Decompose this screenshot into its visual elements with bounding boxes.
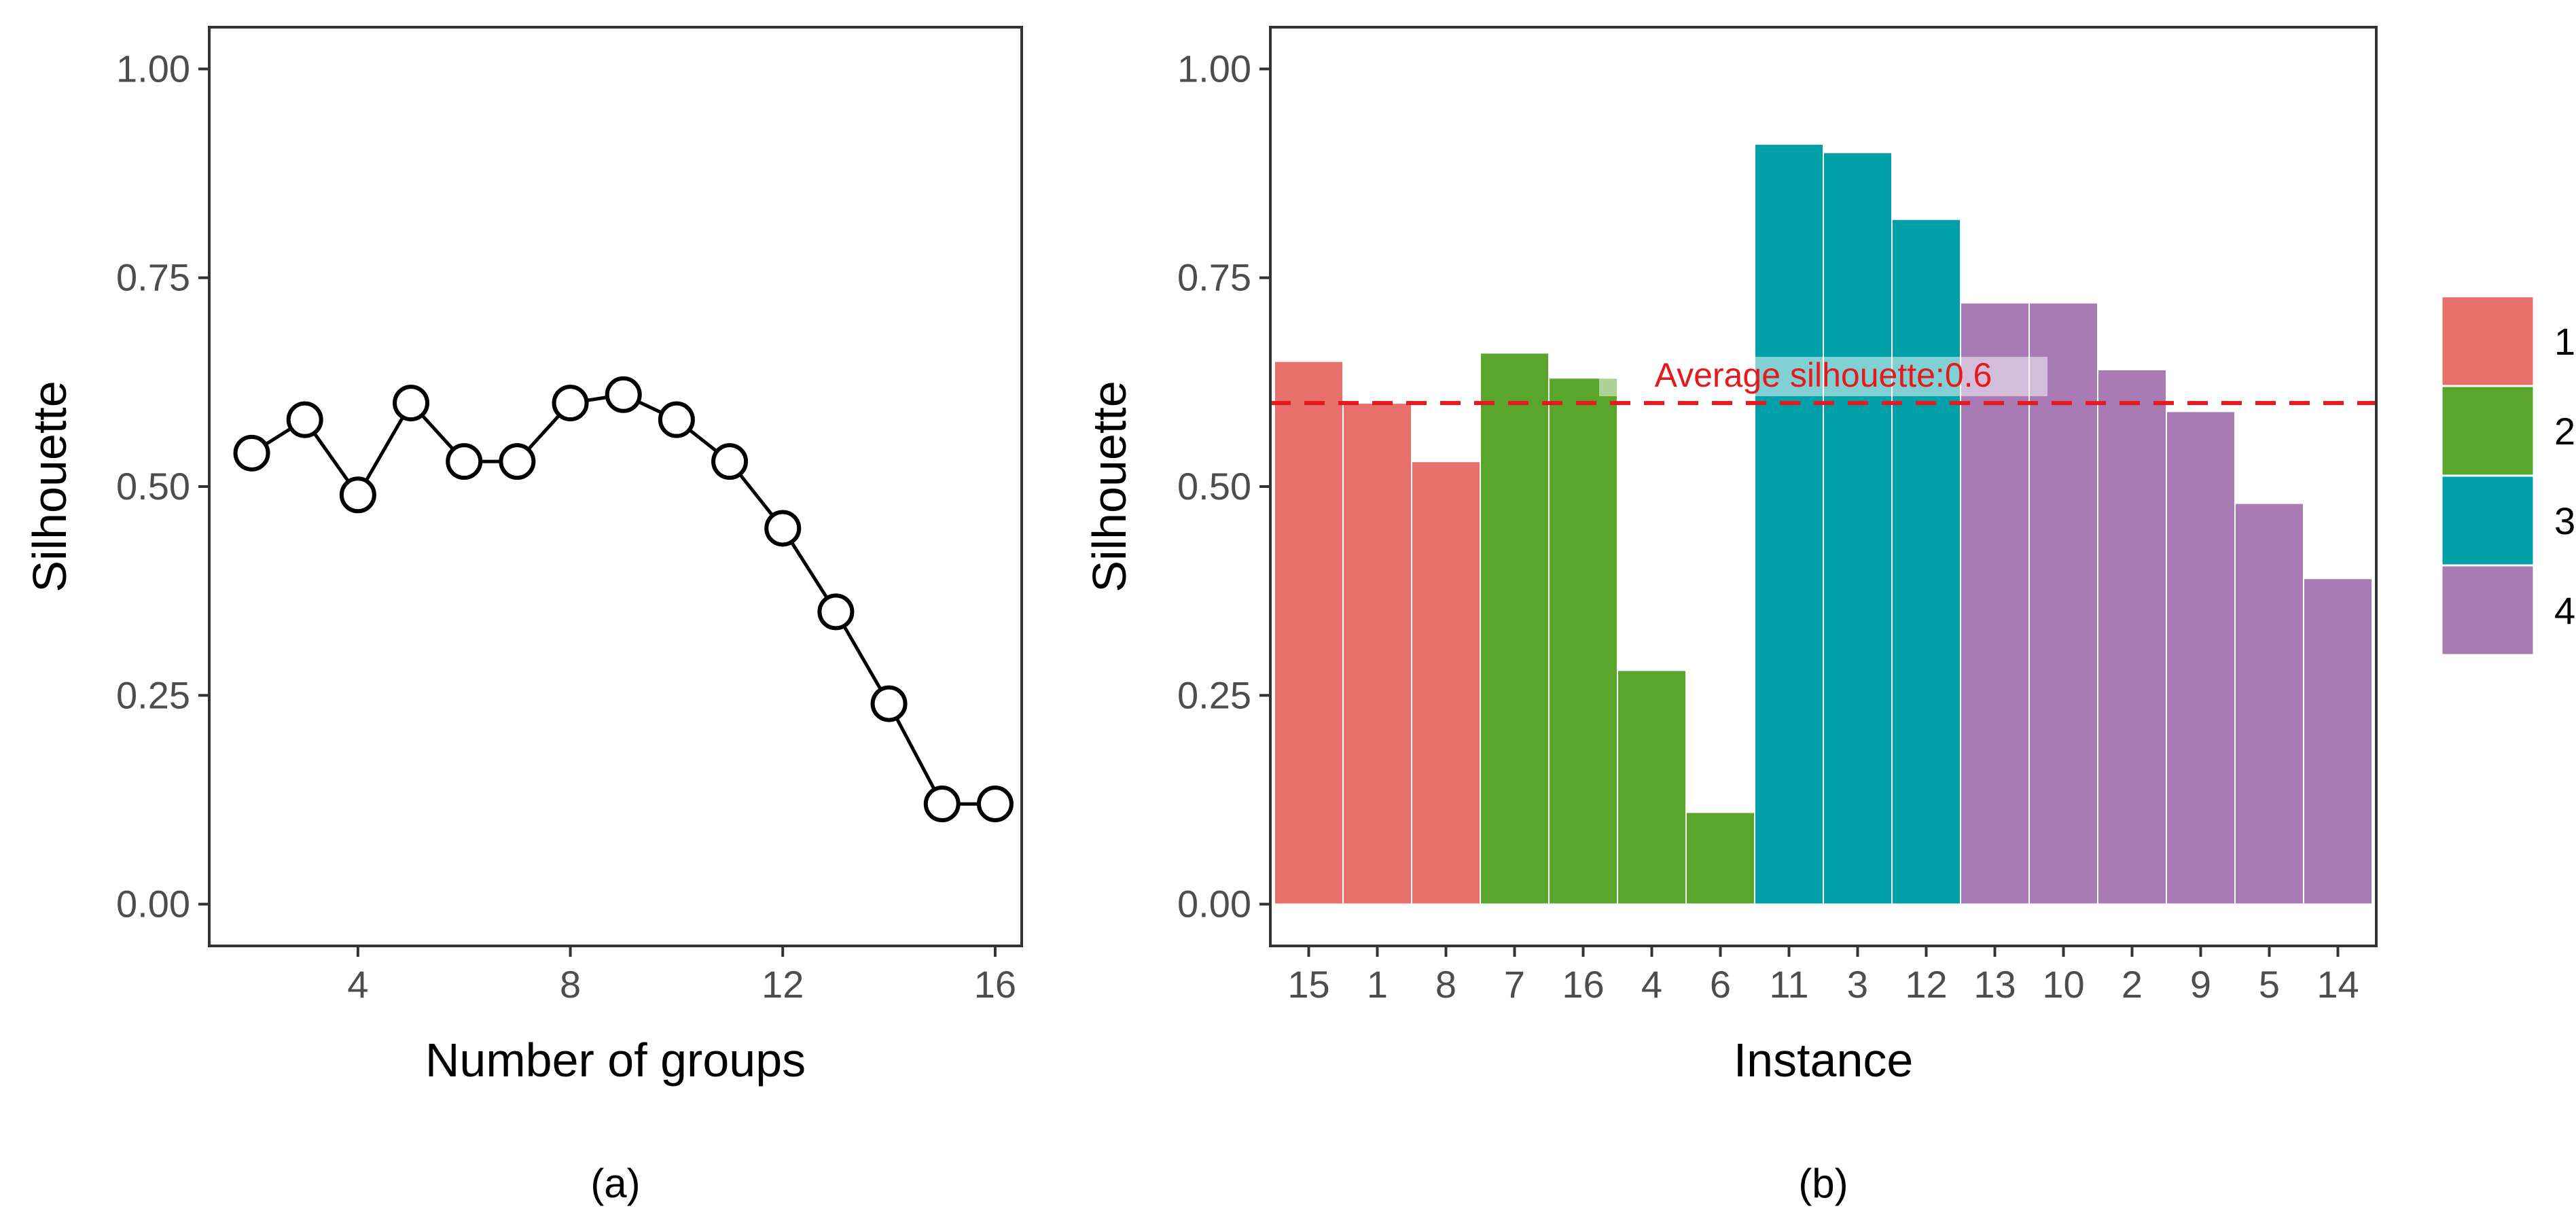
- panel-a-point: [764, 510, 802, 547]
- panel-b-x-tick-label: 5: [2259, 963, 2280, 1006]
- panel-a-points: [233, 376, 1014, 823]
- legend-label: 3: [2554, 499, 2575, 542]
- panel-b-legend: 1 2 3 4: [2440, 295, 2575, 656]
- legend-swatch: [2440, 474, 2535, 567]
- panel-b-bar: [1274, 360, 1344, 905]
- panel-a-x-title: Number of groups: [425, 1034, 806, 1087]
- panel-a-y-tick-label: 1.00: [116, 47, 190, 90]
- legend-swatch: [2440, 564, 2535, 656]
- panel-a-point: [393, 385, 430, 422]
- panel-b-bar: [1617, 669, 1687, 905]
- panel-a-x-tick-label: 12: [762, 963, 804, 1006]
- panel-b-y-tick-label: 0.25: [1177, 673, 1251, 716]
- panel-a-point: [658, 401, 695, 438]
- panel-a-y-tick-label: 0.50: [116, 465, 190, 508]
- panel-a-y-tick-label: 0.25: [116, 673, 190, 716]
- panel-b-x-tick-label: 14: [2316, 963, 2359, 1006]
- panel-b-bar: [1685, 811, 1755, 905]
- panel-b-x-tick-label: 1: [1367, 963, 1388, 1006]
- panel-b-x-axis: 15 1 8 7 16 4 6 11 3 12 13 10 2 9 5 14: [1287, 946, 2359, 1006]
- panel-b-x-title: Instance: [1734, 1034, 1914, 1087]
- panel-a-point: [817, 593, 855, 631]
- panel-a-point: [923, 786, 961, 823]
- panel-b-bar: [2166, 410, 2236, 905]
- panel-b-x-tick-label: 7: [1504, 963, 1525, 1006]
- panel-a-point: [976, 786, 1014, 823]
- panel-b-bar: [1823, 152, 1893, 905]
- panel-b-bar: [1480, 352, 1550, 905]
- panel-b-x-tick-label: 16: [1562, 963, 1604, 1006]
- panel-b: Average silhouette:0.6 0.00 0.25 0.50 0.75 1…: [1083, 26, 2575, 1206]
- panel-a-point: [711, 443, 749, 480]
- panel-a-x-tick-label: 4: [347, 963, 368, 1006]
- panel-b-average-label-bg: [1599, 357, 2047, 397]
- panel-b-bar: [2234, 502, 2304, 905]
- panel-a-x-tick-label: 16: [974, 963, 1016, 1006]
- panel-b-x-tick-label: 15: [1287, 963, 1329, 1006]
- panel-b-bar: [1411, 461, 1481, 905]
- panel-b-bar: [1342, 402, 1412, 905]
- panel-a-point: [286, 401, 323, 438]
- panel-a-point: [446, 443, 483, 480]
- panel-a-y-title: Silhouette: [23, 381, 76, 592]
- panel-b-y-axis: 0.00 0.25 0.50 0.75 1.00: [1177, 47, 1270, 926]
- panel-a-point: [870, 685, 908, 722]
- panel-a: 0.00 0.25 0.50 0.75 1.00 4 8 12 16 Silhouette N…: [23, 26, 1023, 1206]
- panel-b-y-tick-label: 0.00: [1177, 883, 1251, 926]
- panel-b-x-tick-label: 2: [2122, 963, 2143, 1006]
- panel-b-x-tick-label: 6: [1710, 963, 1731, 1006]
- panel-b-bar: [1754, 143, 1824, 905]
- panel-b-x-tick-label: 13: [1973, 963, 2016, 1006]
- panel-b-x-tick-label: 12: [1905, 963, 1947, 1006]
- panel-a-point: [605, 376, 642, 413]
- panel-a-point: [552, 385, 589, 422]
- panel-b-y-tick-label: 0.50: [1177, 465, 1251, 508]
- panel-a-y-tick-label: 0.75: [116, 256, 190, 299]
- panel-b-label: (b): [1798, 1161, 1848, 1206]
- panel-b-average-label: Average silhouette:0.6: [1655, 356, 1992, 394]
- legend-swatch: [2440, 385, 2535, 477]
- panel-a-point: [339, 476, 376, 514]
- legend-label: 1: [2554, 320, 2575, 363]
- panel-b-x-tick-label: 4: [1641, 963, 1662, 1006]
- panel-b-y-tick-label: 1.00: [1177, 47, 1251, 90]
- panel-a-x-tick-label: 8: [560, 963, 581, 1006]
- panel-b-x-tick-label: 11: [1769, 963, 1808, 1006]
- panel-b-x-tick-label: 3: [1847, 963, 1868, 1006]
- panel-b-bar: [2097, 368, 2167, 905]
- legend-label: 2: [2554, 410, 2575, 453]
- panel-b-bar: [1891, 218, 1961, 905]
- panel-a-point: [233, 434, 270, 472]
- panel-a-x-axis: 4 8 12 16: [347, 946, 1016, 1006]
- panel-b-bar: [1548, 377, 1618, 905]
- panel-b-y-tick-label: 0.75: [1177, 256, 1251, 299]
- panel-b-x-tick-label: 10: [2042, 963, 2084, 1006]
- legend-swatch: [2440, 295, 2535, 387]
- legend-label: 4: [2554, 589, 2575, 632]
- panel-b-bar: [2303, 578, 2373, 905]
- panel-a-y-tick-label: 0.00: [116, 883, 190, 926]
- panel-a-y-axis: 0.00 0.25 0.50 0.75 1.00: [116, 47, 209, 926]
- panel-a-label: (a): [590, 1161, 640, 1206]
- panel-b-x-tick-label: 8: [1435, 963, 1456, 1006]
- panel-b-x-tick-label: 9: [2190, 963, 2211, 1006]
- panel-b-y-title: Silhouette: [1083, 381, 1136, 592]
- panel-a-point: [499, 443, 536, 480]
